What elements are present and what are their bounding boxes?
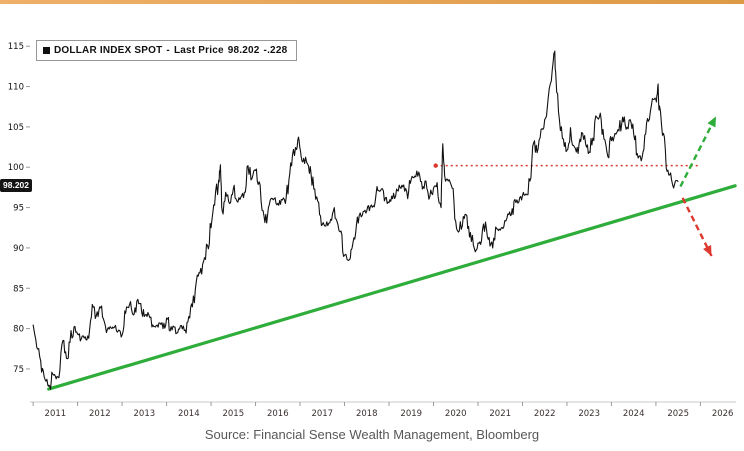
price-chart-svg: 75 80 85 90 95 100 105 110 115 2011 2012 2013 2014 20… (8, 42, 737, 419)
svg-text:95: 95 (13, 204, 24, 214)
svg-text:75: 75 (13, 365, 24, 375)
svg-text:2014: 2014 (178, 409, 200, 419)
svg-text:2015: 2015 (222, 409, 244, 419)
svg-text:100: 100 (8, 163, 24, 173)
svg-text:2019: 2019 (400, 409, 422, 419)
svg-text:2017: 2017 (311, 409, 333, 419)
svg-text:2011: 2011 (45, 409, 67, 419)
legend-dash: - (166, 45, 170, 56)
top-accent-bar (0, 0, 744, 4)
svg-text:85: 85 (13, 284, 24, 294)
svg-text:2021: 2021 (489, 409, 511, 419)
dollar-index-chart: 75 80 85 90 95 100 105 110 115 2011 2012 2013 2014 20… (0, 4, 744, 422)
svg-text:2024: 2024 (623, 409, 645, 419)
legend-last-price-label: Last Price (173, 45, 224, 56)
svg-text:80: 80 (13, 325, 24, 335)
chart-legend: DOLLAR INDEX SPOT - Last Price 98.202 -.… (36, 40, 298, 61)
svg-text:105: 105 (8, 123, 24, 133)
svg-text:2022: 2022 (534, 409, 556, 419)
svg-text:2013: 2013 (134, 409, 156, 419)
svg-text:2026: 2026 (712, 409, 734, 419)
last-price-badge: 98.202 (0, 178, 32, 193)
svg-text:2012: 2012 (89, 409, 111, 419)
svg-text:115: 115 (8, 42, 24, 52)
svg-text:2018: 2018 (356, 409, 378, 419)
legend-change-value: -.228 (263, 45, 288, 56)
svg-text:90: 90 (13, 244, 24, 254)
svg-text:2020: 2020 (445, 409, 467, 419)
svg-text:2016: 2016 (267, 409, 289, 419)
svg-text:110: 110 (8, 83, 24, 93)
series-swatch-icon (43, 47, 50, 54)
legend-last-price-value: 98.202 (227, 45, 260, 56)
svg-text:2025: 2025 (667, 409, 689, 419)
legend-series-name: DOLLAR INDEX SPOT (54, 45, 163, 56)
svg-text:2023: 2023 (578, 409, 600, 419)
source-caption: Source: Financial Sense Wealth Managemen… (204, 427, 540, 442)
